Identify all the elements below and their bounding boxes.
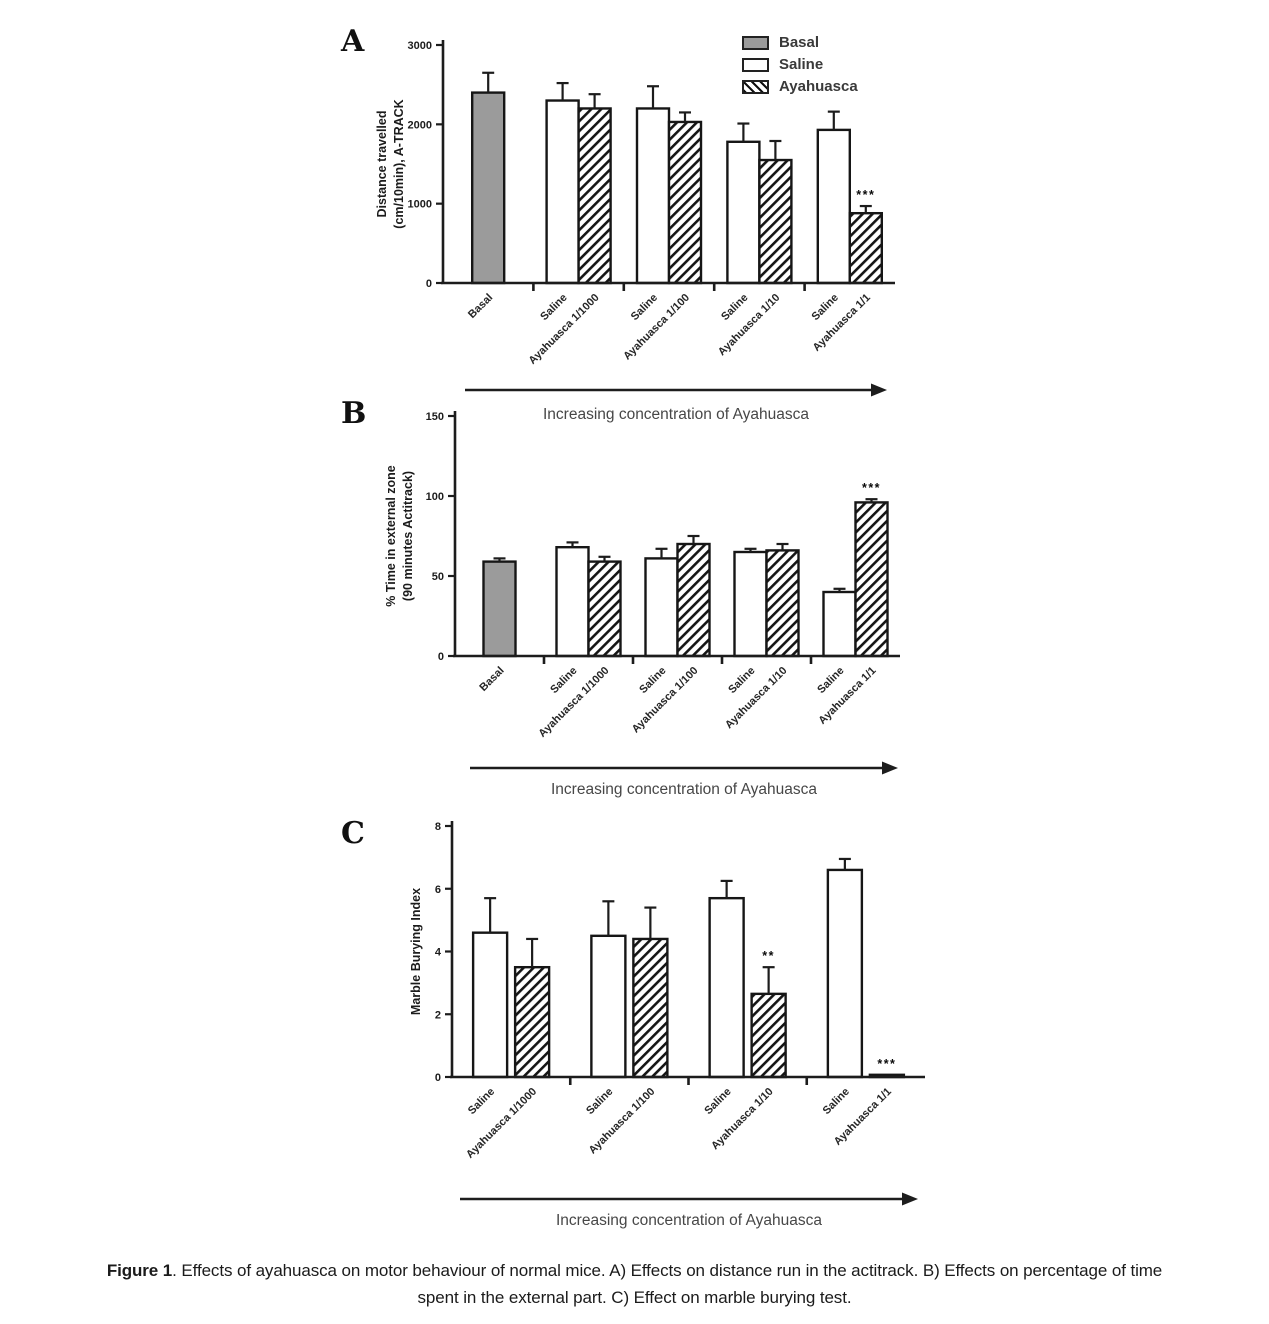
y-tick-label: 1000 [408,199,432,211]
bar-white [816,128,851,285]
plot-area: 0 1000 2000 3000 Distance travelled (cm/10min… [375,40,895,423]
bar-hatch [577,107,612,285]
legend: Basal Saline Ayahuasca [742,34,858,95]
y-tick-label: 8 [435,821,441,833]
significance-marker: *** [877,1057,896,1071]
bar-hatch [758,158,793,285]
arrow-label: Increasing concentration of Ayahuasca [556,1212,822,1229]
saline-swatch-icon [742,57,769,72]
significance-marker: *** [862,481,881,495]
bar-hatch [676,542,711,658]
x-tick-label: Ayahuasca 1/1000 [464,1086,539,1161]
bar-hatch [765,549,800,658]
panel-label-a: A [341,24,365,59]
legend-label-saline: Saline [779,56,824,73]
x-tick-label: Saline [548,665,579,696]
bar-hatch [632,937,669,1079]
x-tick-label: Saline [821,1086,852,1117]
caption-text-line2: spent in the external part. C) Effect on… [417,1288,852,1308]
caption-line-1: Figure 1. Effects of ayahuasca on motor … [0,1257,1269,1284]
basal-swatch-icon [742,35,769,50]
bar-gray [482,560,517,658]
y-axis-title: % Time in external zone [384,465,398,607]
x-tick-label: Saline [810,292,841,323]
bar-white [590,934,627,1079]
bar-white [545,99,580,285]
legend-label-basal: Basal [779,34,820,51]
y-tick-label: 0 [438,651,444,663]
y-tick-label: 4 [435,947,442,959]
x-tick-label: Saline [637,665,668,696]
significance-marker: *** [856,188,875,202]
y-tick-label: 2 [435,1009,441,1021]
bar-hatch [667,120,703,285]
legend-item-ayahuasca: Ayahuasca [742,78,858,95]
panel-label-c: C [341,816,365,851]
significance-marker: ** [762,949,775,963]
x-tick-label: Saline [719,292,750,323]
bar-white [822,590,857,658]
ayahuasca-swatch-icon [742,79,769,94]
bar-white [826,868,864,1079]
arrowhead-icon [902,1192,918,1206]
x-tick-label: Saline [815,665,846,696]
panel-label-b: B [341,396,367,431]
chart-b-time-external-zone: 0 50 100 150 % Time in external zone (90 minu… [384,411,900,798]
y-tick-label: 6 [435,884,441,896]
x-tick-label: Saline [584,1086,615,1117]
y-tick-label: 150 [426,411,444,423]
y-tick-label: 50 [432,571,444,583]
x-tick-label: Ayahuasca 1/1 [816,665,878,727]
x-tick-label: Ayahuasca 1/10 [723,665,790,732]
x-tick-label: Basal [477,665,506,694]
y-axis-title: (90 minutes Actitrack) [401,471,415,601]
arrowhead-icon [882,761,898,775]
y-axis-title: Distance travelled [375,111,389,218]
y-tick-label: 2000 [408,119,432,131]
bar-white [635,107,671,285]
x-tick-label: Saline [726,665,757,696]
caption-text-line1: . Effects of ayahuasca on motor behaviou… [172,1261,1163,1280]
y-tick-label: 0 [435,1072,441,1084]
y-axis-title: Marble Burying Index [409,888,423,1015]
bar-white [644,557,679,658]
x-tick-label: Saline [702,1086,733,1117]
y-tick-label: 3000 [408,40,432,52]
y-tick-label: 100 [426,491,444,503]
bar-white [708,896,745,1079]
bar-white [471,931,509,1079]
figure-caption: Figure 1. Effects of ayahuasca on motor … [0,1257,1269,1311]
y-axis-title: (cm/10min), A-TRACK [392,99,406,228]
bar-white [555,545,590,658]
x-tick-label: Saline [538,292,569,323]
x-tick-label: Ayahuasca 1/1 [811,292,873,354]
bar-hatch [848,211,883,285]
legend-item-basal: Basal [742,34,858,51]
arrow-label: Increasing concentration of Ayahuasca [551,781,817,798]
arrowhead-icon [871,383,887,397]
bar-hatch [854,501,889,658]
x-tick-label: Basal [466,292,495,321]
x-tick-label: Saline [629,292,660,323]
x-tick-label: Ayahuasca 1/10 [716,292,783,359]
y-tick-label: 0 [426,278,432,290]
bar-hatch [513,965,551,1079]
bar-white [733,550,768,658]
bar-white [726,140,761,285]
bar-hatch [587,560,622,658]
chart-a-distance-travelled: 0 1000 2000 3000 Distance travelled (cm/10min… [375,40,895,423]
legend-item-saline: Saline [742,56,858,73]
x-tick-label: Saline [466,1086,497,1117]
bar-hatch [750,992,787,1079]
arrow-label: Increasing concentration of Ayahuasca [543,406,809,423]
legend-label-ayahuasca: Ayahuasca [779,78,858,95]
bar-gray [470,91,506,285]
plot-area: 0 50 100 150 % Time in external zone (90 minu… [384,411,900,798]
caption-figure-number: Figure 1 [106,1261,173,1280]
